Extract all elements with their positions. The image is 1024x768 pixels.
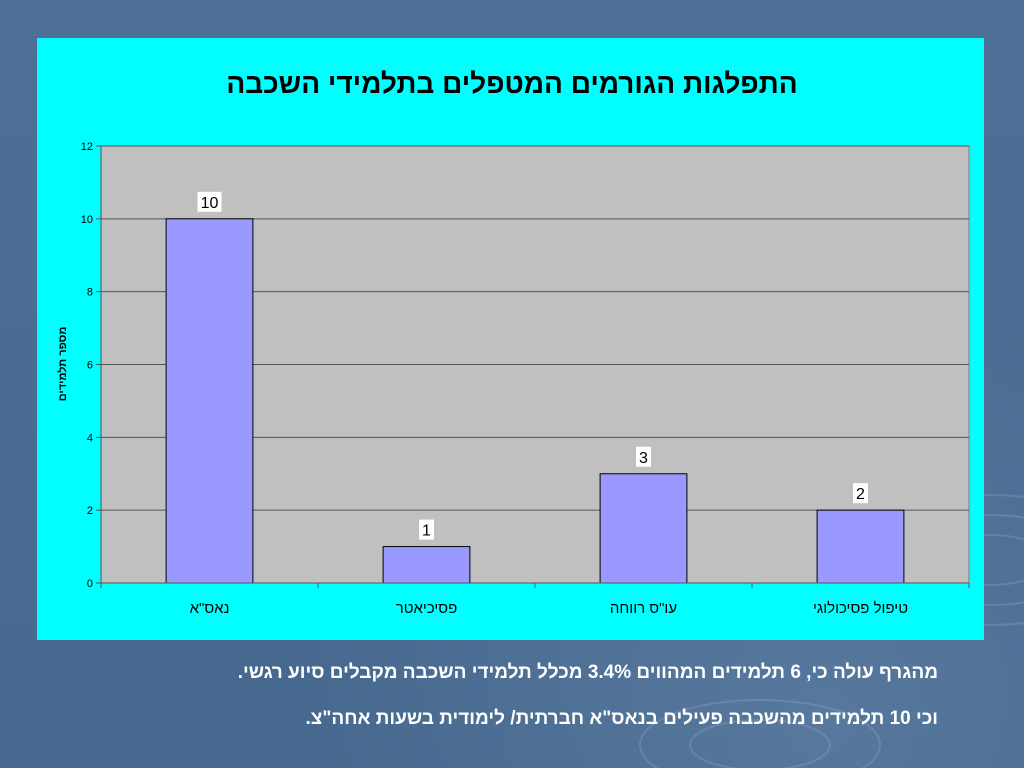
y-tick-label: 10 (81, 214, 93, 226)
x-category-label: נאס"א (190, 600, 230, 617)
x-category-label: טיפול פסיכולוגי (813, 600, 908, 617)
x-category-label: עו"ס רווחה (610, 600, 677, 617)
y-tick-label: 4 (87, 432, 93, 444)
data-label-background (636, 446, 651, 467)
data-label: 2 (856, 486, 865, 503)
bar (165, 218, 254, 584)
bar (382, 546, 471, 584)
y-tick-label: 12 (81, 141, 93, 153)
y-tick-label: 8 (87, 287, 93, 299)
data-label: 1 (422, 523, 431, 540)
y-tick-label: 6 (87, 360, 93, 372)
bar (816, 509, 905, 584)
y-axis-label: מספר תלמידים (56, 327, 69, 402)
caption-line-1: מהגרף עולה כי, 6 תלמידים המהווים 3.4% מכ… (237, 662, 938, 683)
x-category-label: פסיכיאטר (396, 600, 458, 617)
bar (599, 473, 688, 584)
caption-line-2: וכי 10 תלמידים מהשכבה פעילים בנאס"א חברת… (305, 708, 938, 729)
data-label-background (419, 519, 434, 540)
data-label: 3 (639, 450, 648, 467)
data-label-background (197, 191, 222, 212)
y-tick-label: 2 (87, 505, 93, 517)
data-label: 10 (201, 195, 219, 212)
chart-title: התפלגות הגורמים המטפלים בתלמידי השכבה (226, 68, 798, 99)
data-label-background (853, 483, 868, 504)
y-tick-label: 0 (87, 578, 93, 590)
